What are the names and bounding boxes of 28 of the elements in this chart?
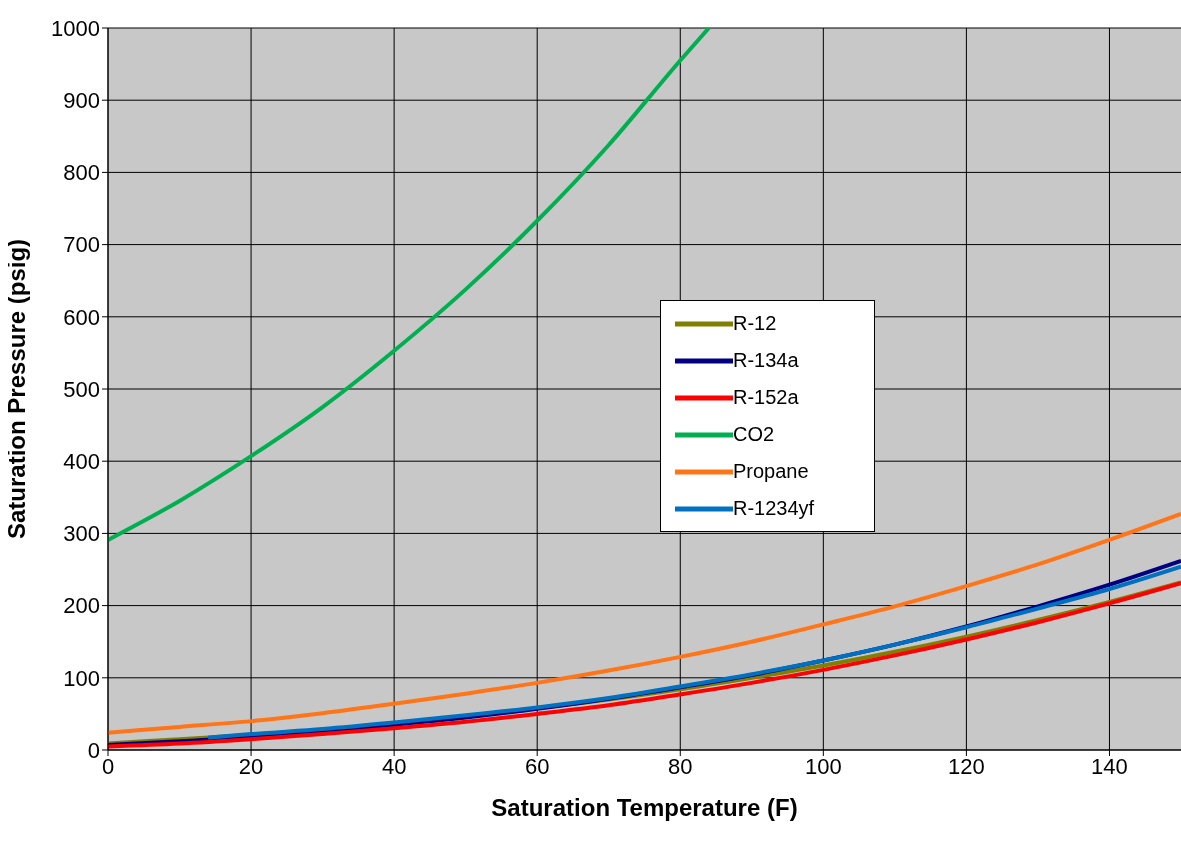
y-tick-label: 400 [63,449,100,475]
line-series [206,564,1181,740]
x-tick-label: 80 [668,753,693,779]
x-tick-label: 40 [381,753,407,779]
legend-label: CO2 [733,423,775,446]
y-tick-label: 200 [63,593,100,619]
y-tick-label: 1000 [51,15,100,41]
x-tick-label: 140 [1091,753,1128,779]
x-tick-label: 60 [524,753,550,779]
legend-label: R-12 [733,312,777,335]
y-tick-label: 900 [63,88,100,114]
y-axis-title: Saturation Pressure (psig) [2,238,30,539]
y-tick-label: 500 [63,376,100,402]
legend-label: R-134a [733,349,799,372]
x-axis-title: Saturation Temperature (F) [491,794,798,821]
x-tick-label: 20 [238,753,264,779]
y-tick-label: 0 [87,737,100,763]
y-tick-label: 300 [63,521,100,547]
line-series [108,28,711,542]
y-tick-label: 800 [63,160,100,186]
y-tick-label: 700 [63,232,100,258]
legend-label: R-1234yf [733,497,815,520]
y-tick-label: 100 [63,665,100,691]
x-tick-label: 100 [804,753,842,779]
legend-label: R-152a [733,386,799,409]
x-tick-label: 120 [948,753,985,779]
y-tick-label: 600 [63,304,100,330]
legend-label: Propane [733,460,809,483]
